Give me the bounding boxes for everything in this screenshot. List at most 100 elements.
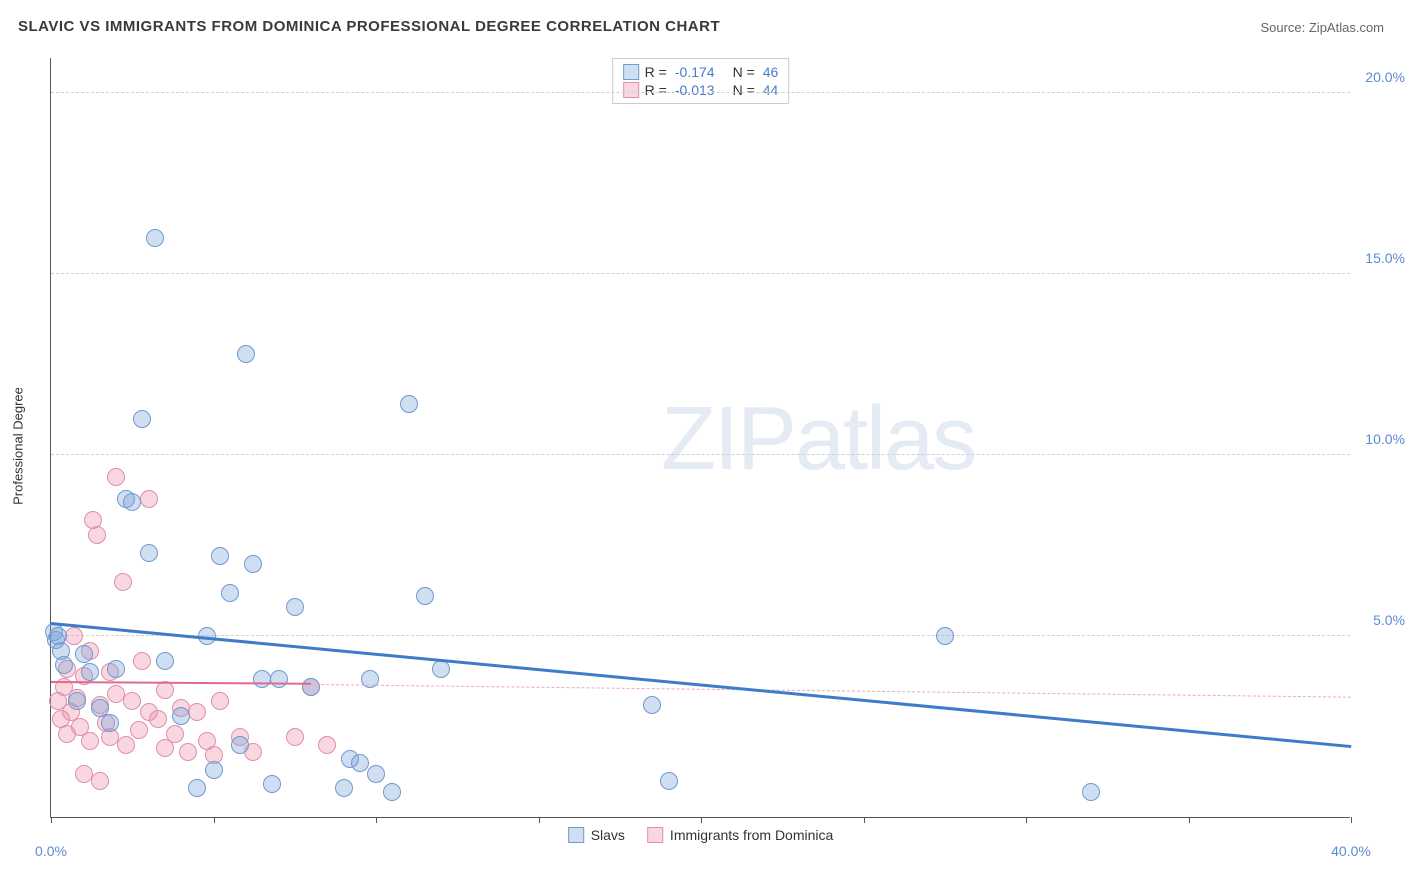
data-point-dominica xyxy=(149,710,167,728)
legend-label-slavs: Slavs xyxy=(591,827,625,843)
data-point-slavs xyxy=(68,692,86,710)
x-tick xyxy=(701,817,702,823)
r-label: R = xyxy=(645,82,667,98)
watermark: ZIPatlas xyxy=(661,388,975,491)
n-value-dominica: 44 xyxy=(763,82,779,98)
x-tick-label: 40.0% xyxy=(1331,843,1371,859)
r-value-dominica: -0.013 xyxy=(675,82,715,98)
trend-line-dominica xyxy=(51,681,311,685)
legend-row-slavs: R = -0.174 N = 46 xyxy=(623,63,779,81)
legend-item-dominica: Immigrants from Dominica xyxy=(647,827,833,843)
data-point-slavs xyxy=(263,775,281,793)
data-point-slavs xyxy=(416,587,434,605)
n-value-slavs: 46 xyxy=(763,64,779,80)
watermark-bold: ZIP xyxy=(661,389,795,489)
data-point-slavs xyxy=(400,395,418,413)
y-axis-label: Professional Degree xyxy=(11,387,26,505)
swatch-slavs xyxy=(568,827,584,843)
gridline xyxy=(51,454,1350,455)
x-tick xyxy=(214,817,215,823)
data-point-dominica xyxy=(140,490,158,508)
data-point-slavs xyxy=(146,229,164,247)
data-point-dominica xyxy=(65,627,83,645)
source-label: Source: ZipAtlas.com xyxy=(1260,20,1384,35)
data-point-slavs xyxy=(660,772,678,790)
data-point-dominica xyxy=(130,721,148,739)
y-tick-label: 15.0% xyxy=(1365,250,1405,266)
gridline xyxy=(51,635,1350,636)
gridline xyxy=(51,92,1350,93)
data-point-slavs xyxy=(75,645,93,663)
data-point-slavs xyxy=(156,652,174,670)
data-point-dominica xyxy=(188,703,206,721)
data-point-slavs xyxy=(133,410,151,428)
data-point-slavs xyxy=(351,754,369,772)
data-point-slavs xyxy=(172,707,190,725)
data-point-dominica xyxy=(91,772,109,790)
data-point-slavs xyxy=(1082,783,1100,801)
trend-line-slavs xyxy=(51,622,1351,748)
correlation-legend: R = -0.174 N = 46 R = -0.013 N = 44 xyxy=(612,58,790,104)
data-point-dominica xyxy=(114,573,132,591)
data-point-slavs xyxy=(221,584,239,602)
data-point-slavs xyxy=(244,555,262,573)
data-point-slavs xyxy=(140,544,158,562)
watermark-thin: atlas xyxy=(795,389,975,489)
x-tick xyxy=(1189,817,1190,823)
data-point-slavs xyxy=(643,696,661,714)
data-point-dominica xyxy=(123,692,141,710)
swatch-dominica xyxy=(647,827,663,843)
data-point-dominica xyxy=(117,736,135,754)
swatch-slavs xyxy=(623,64,639,80)
legend-item-slavs: Slavs xyxy=(568,827,625,843)
legend-row-dominica: R = -0.013 N = 44 xyxy=(623,81,779,99)
data-point-slavs xyxy=(101,714,119,732)
data-point-slavs xyxy=(383,783,401,801)
data-point-dominica xyxy=(88,526,106,544)
data-point-dominica xyxy=(179,743,197,761)
data-point-dominica xyxy=(156,681,174,699)
data-point-dominica xyxy=(166,725,184,743)
n-label: N = xyxy=(733,64,755,80)
data-point-dominica xyxy=(81,732,99,750)
data-point-slavs xyxy=(107,660,125,678)
data-point-slavs xyxy=(205,761,223,779)
data-point-slavs xyxy=(335,779,353,797)
x-tick xyxy=(539,817,540,823)
data-point-slavs xyxy=(302,678,320,696)
data-point-slavs xyxy=(231,736,249,754)
chart-title: SLAVIC VS IMMIGRANTS FROM DOMINICA PROFE… xyxy=(18,18,720,35)
data-point-dominica xyxy=(318,736,336,754)
series-legend: Slavs Immigrants from Dominica xyxy=(568,827,834,843)
data-point-slavs xyxy=(237,345,255,363)
data-point-slavs xyxy=(55,656,73,674)
x-tick xyxy=(864,817,865,823)
x-tick xyxy=(1351,817,1352,823)
x-tick-label: 0.0% xyxy=(35,843,67,859)
data-point-slavs xyxy=(81,663,99,681)
data-point-slavs xyxy=(367,765,385,783)
scatter-plot: ZIPatlas R = -0.174 N = 46 R = -0.013 N … xyxy=(50,58,1350,818)
data-point-slavs xyxy=(188,779,206,797)
data-point-slavs xyxy=(270,670,288,688)
r-label: R = xyxy=(645,64,667,80)
data-point-dominica xyxy=(133,652,151,670)
data-point-slavs xyxy=(123,493,141,511)
data-point-dominica xyxy=(211,692,229,710)
data-point-dominica xyxy=(286,728,304,746)
x-tick xyxy=(51,817,52,823)
x-tick xyxy=(1026,817,1027,823)
swatch-dominica xyxy=(623,82,639,98)
y-tick-label: 20.0% xyxy=(1365,69,1405,85)
legend-label-dominica: Immigrants from Dominica xyxy=(670,827,833,843)
y-tick-label: 5.0% xyxy=(1373,612,1405,628)
data-point-slavs xyxy=(211,547,229,565)
y-tick-label: 10.0% xyxy=(1365,431,1405,447)
data-point-dominica xyxy=(107,468,125,486)
data-point-slavs xyxy=(286,598,304,616)
gridline xyxy=(51,273,1350,274)
data-point-slavs xyxy=(936,627,954,645)
r-value-slavs: -0.174 xyxy=(675,64,715,80)
n-label: N = xyxy=(733,82,755,98)
x-tick xyxy=(376,817,377,823)
